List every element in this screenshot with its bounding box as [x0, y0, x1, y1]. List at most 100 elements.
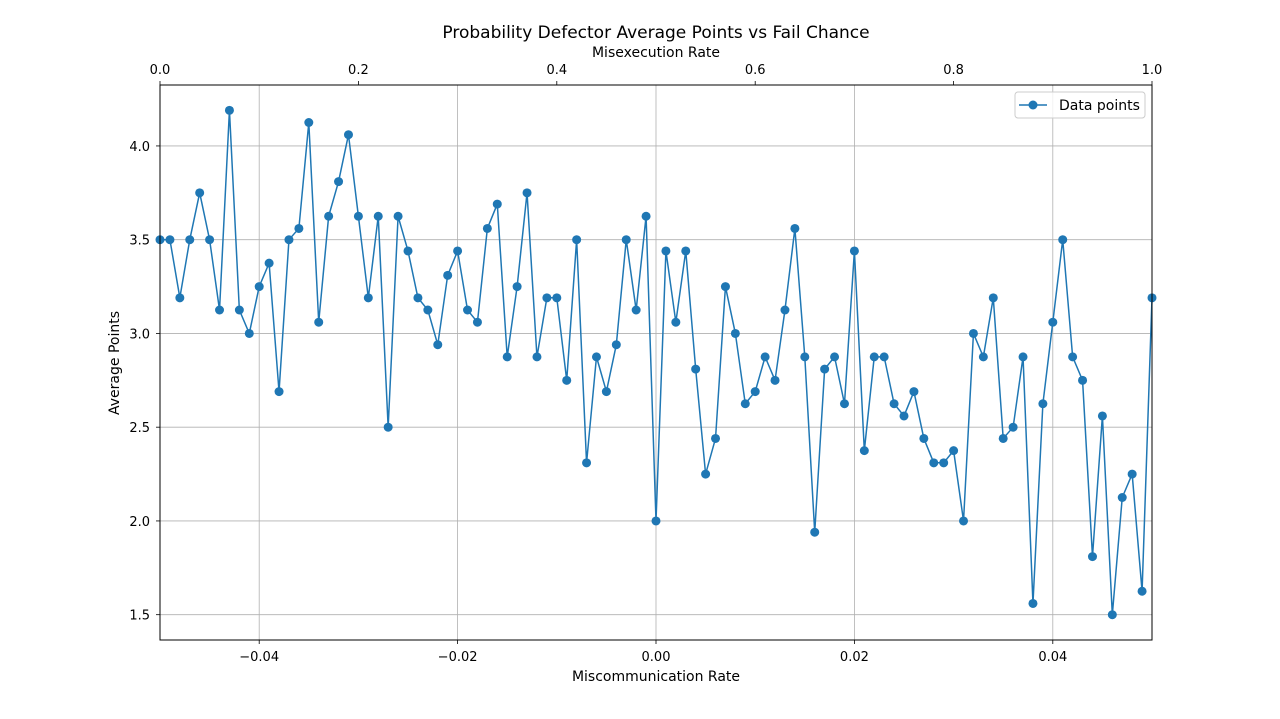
data-point — [284, 235, 294, 245]
data-point — [482, 223, 492, 233]
data-point — [770, 375, 780, 385]
top-x-tick-label: 1.0 — [1142, 63, 1163, 78]
y-tick-label: 3.5 — [129, 234, 150, 249]
data-point — [1008, 422, 1018, 432]
data-point — [1107, 610, 1117, 620]
data-point — [463, 305, 473, 315]
data-point — [195, 188, 205, 198]
data-point — [324, 211, 334, 221]
data-point — [562, 375, 572, 385]
data-point — [472, 317, 482, 327]
data-point — [919, 433, 929, 443]
data-point — [552, 293, 562, 303]
data-point — [542, 293, 552, 303]
legend-box — [1014, 91, 1146, 119]
data-point — [175, 293, 185, 303]
legend: Data points — [1014, 91, 1146, 119]
data-point — [264, 258, 274, 268]
data-point — [839, 399, 849, 409]
data-point — [1038, 399, 1048, 409]
y-tick-label: 1.5 — [129, 609, 150, 624]
data-point — [701, 469, 711, 479]
data-point — [294, 223, 304, 233]
data-point — [522, 188, 532, 198]
data-point — [830, 352, 840, 362]
data-point — [879, 352, 889, 362]
data-point — [453, 246, 463, 256]
data-point — [215, 305, 225, 315]
data-point — [572, 235, 582, 245]
legend-label: Data points — [1059, 98, 1140, 114]
data-point — [502, 352, 512, 362]
data-point — [651, 516, 661, 526]
data-point — [869, 352, 879, 362]
data-point — [205, 235, 215, 245]
data-point — [621, 235, 631, 245]
top-x-tick-label: 0.6 — [745, 63, 766, 78]
top-x-tick-label: 0.0 — [150, 63, 171, 78]
data-point — [959, 516, 969, 526]
data-point — [988, 293, 998, 303]
data-point — [601, 387, 611, 397]
top-x-axis-title: Misexecution Rate — [592, 45, 720, 61]
legend-marker — [1028, 100, 1038, 110]
data-point — [998, 433, 1008, 443]
data-point — [889, 399, 899, 409]
data-point — [968, 328, 978, 338]
data-point — [1068, 352, 1078, 362]
top-x-tick-label: 0.4 — [546, 63, 567, 78]
data-point — [234, 305, 244, 315]
data-point — [314, 317, 324, 327]
data-point — [224, 105, 234, 115]
data-point — [939, 458, 949, 468]
data-point — [711, 433, 721, 443]
data-point — [433, 340, 443, 350]
ticks: −0.04 −0.02 0.00 0.02 0.04 1.5 2.0 2.5 3.0 3.5 4.0… — [129, 63, 1162, 665]
data-point — [661, 246, 671, 256]
data-point — [810, 527, 820, 537]
x-tick-label: 0.00 — [642, 650, 671, 665]
data-point — [820, 364, 830, 374]
y-tick-label: 2.0 — [129, 515, 150, 530]
data-point — [730, 328, 740, 338]
data-point — [760, 352, 770, 362]
data-point — [383, 422, 393, 432]
y-axis-title: Average Points — [107, 311, 123, 415]
data-point — [254, 282, 264, 292]
x-tick-label: −0.04 — [239, 650, 279, 665]
x-tick-label: 0.02 — [840, 650, 869, 665]
data-point — [403, 246, 413, 256]
data-point — [631, 305, 641, 315]
data-point — [978, 352, 988, 362]
data-point — [165, 235, 175, 245]
top-x-tick-label: 0.8 — [943, 63, 964, 78]
top-x-tick-label: 0.2 — [348, 63, 369, 78]
data-point — [1048, 317, 1058, 327]
data-point — [1117, 493, 1127, 502]
y-tick-label: 3.0 — [129, 327, 150, 342]
data-point — [443, 270, 453, 280]
data-point — [532, 352, 542, 362]
data-point — [740, 399, 750, 409]
series — [155, 105, 1157, 620]
data-point — [720, 282, 730, 292]
data-point — [949, 446, 959, 456]
data-point — [859, 446, 869, 456]
data-point — [641, 211, 651, 221]
data-point — [591, 352, 601, 362]
data-point — [334, 177, 344, 187]
data-point — [185, 235, 195, 245]
data-point — [244, 328, 254, 338]
data-point — [800, 352, 810, 362]
data-point — [1137, 586, 1147, 596]
y-tick-label: 2.5 — [129, 421, 150, 436]
data-point — [393, 211, 403, 221]
data-point — [849, 246, 859, 256]
data-point — [750, 387, 760, 397]
data-point — [1097, 411, 1107, 421]
data-point — [512, 282, 522, 292]
data-point — [1028, 598, 1038, 608]
data-point — [1058, 235, 1068, 245]
data-point — [274, 387, 284, 397]
